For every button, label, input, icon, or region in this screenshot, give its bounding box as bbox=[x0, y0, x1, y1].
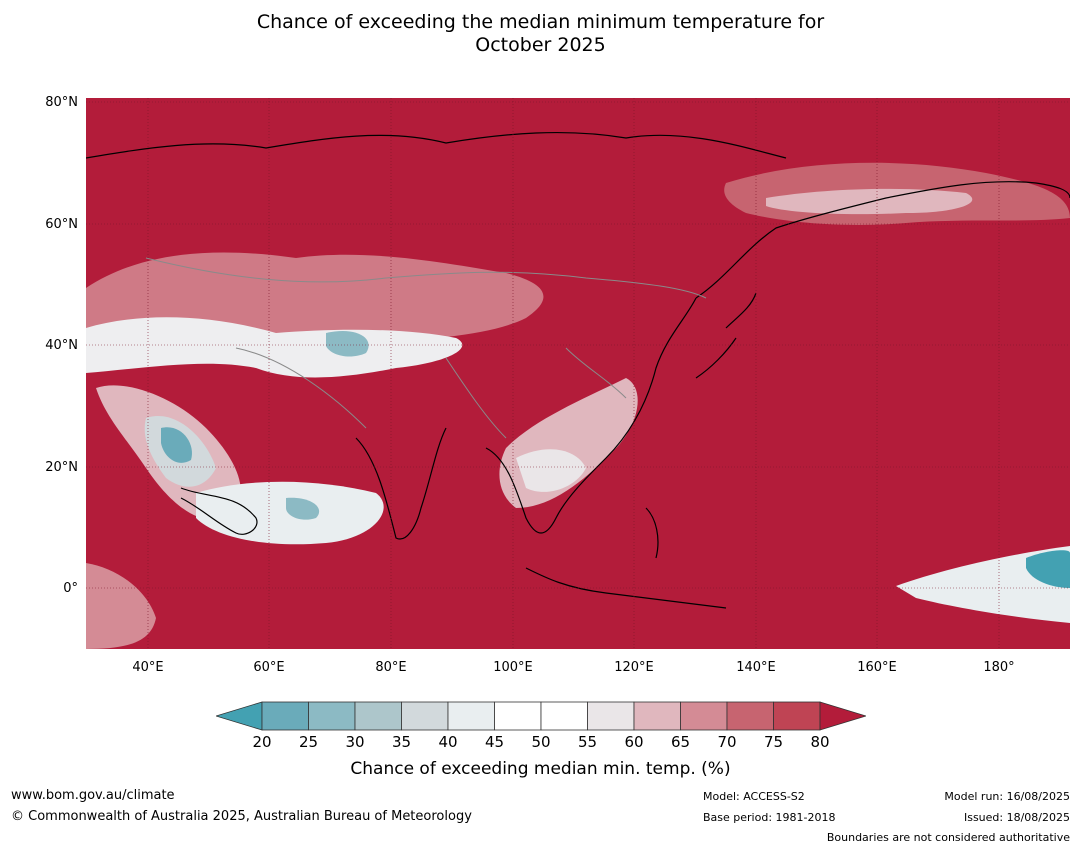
colorbar-tick-label: 45 bbox=[484, 733, 505, 751]
footer-base-period: Base period: 1981-2018 bbox=[703, 811, 836, 824]
colorbar-tick-label: 25 bbox=[298, 733, 319, 751]
se-asia-light bbox=[516, 449, 586, 492]
colorbar-tick-label: 50 bbox=[531, 733, 551, 751]
colorbar-swatch bbox=[401, 701, 449, 731]
colorbar-tick-label: 80 bbox=[810, 733, 830, 751]
colorbar-tick-label: 35 bbox=[391, 733, 412, 751]
country-boundaries bbox=[145, 257, 707, 439]
colorbar-tick-label: 75 bbox=[763, 733, 784, 751]
colorbar-swatch bbox=[261, 701, 309, 731]
colorbar-label: Chance of exceeding median min. temp. (%… bbox=[350, 759, 731, 779]
arabian-sea-blue bbox=[286, 497, 320, 520]
lon-label-60e: 60°E bbox=[253, 660, 285, 675]
colorbar-tick-label: 40 bbox=[438, 733, 458, 751]
lat-label-0: 0° bbox=[63, 581, 78, 596]
map-title-line1: Chance of exceeding the median minimum t… bbox=[256, 11, 825, 33]
lon-label-80e: 80°E bbox=[375, 660, 407, 675]
colorbar-extend-low bbox=[216, 701, 263, 731]
colorbar-tick-label: 60 bbox=[624, 733, 644, 751]
central-asia-light bbox=[86, 317, 463, 378]
probability-map bbox=[86, 98, 1070, 649]
colorbar-swatch bbox=[447, 701, 495, 731]
colorbar-tick-label: 20 bbox=[252, 733, 272, 751]
tibet-blue bbox=[326, 330, 369, 357]
colorbar bbox=[216, 701, 866, 731]
footer-copyright: © Commonwealth of Australia 2025, Austra… bbox=[11, 809, 472, 824]
colorbar-tick-label: 55 bbox=[577, 733, 598, 751]
arabia-blue bbox=[161, 427, 192, 463]
colorbar-swatch bbox=[726, 701, 774, 731]
colorbar-tick-label: 65 bbox=[670, 733, 691, 751]
colorbar-swatches bbox=[216, 701, 866, 731]
footer-issued: Issued: 18/08/2025 bbox=[963, 811, 1070, 824]
colorbar-swatch bbox=[494, 701, 542, 731]
footer-model: Model: ACCESS-S2 bbox=[703, 790, 805, 803]
colorbar-swatch bbox=[680, 701, 728, 731]
east-africa-region bbox=[86, 563, 156, 649]
pacific-blue bbox=[1026, 550, 1070, 588]
lon-label-120e: 120°E bbox=[614, 660, 654, 675]
colorbar-tick-label: 70 bbox=[717, 733, 737, 751]
lon-label-160e: 160°E bbox=[857, 660, 897, 675]
colorbar-swatch bbox=[308, 701, 356, 731]
colorbar-swatch bbox=[540, 701, 588, 731]
coastlines bbox=[86, 131, 1070, 609]
lat-label-60n: 60°N bbox=[45, 217, 78, 232]
colorbar-tick-label: 30 bbox=[345, 733, 365, 751]
map-title-line2: October 2025 bbox=[475, 34, 606, 56]
lon-label-180: 180° bbox=[983, 660, 1015, 675]
map-canvas bbox=[86, 98, 1070, 649]
colorbar-extend-high bbox=[819, 701, 866, 731]
lon-label-40e: 40°E bbox=[132, 660, 164, 675]
lat-label-40n: 40°N bbox=[45, 338, 78, 353]
lon-label-100e: 100°E bbox=[493, 660, 533, 675]
probability-contours bbox=[86, 162, 1070, 649]
gridlines bbox=[86, 98, 1070, 649]
colorbar-swatch bbox=[354, 701, 402, 731]
lat-label-80n: 80°N bbox=[45, 95, 78, 110]
footer-model-run: Model run: 16/08/2025 bbox=[944, 790, 1070, 803]
footer-boundaries: Boundaries are not considered authoritat… bbox=[826, 831, 1070, 844]
colorbar-swatch bbox=[773, 701, 821, 731]
footer-url[interactable]: www.bom.gov.au/climate bbox=[11, 788, 175, 803]
colorbar-swatch bbox=[587, 701, 635, 731]
lon-label-140e: 140°E bbox=[736, 660, 776, 675]
east-siberia-light bbox=[766, 188, 973, 215]
colorbar-swatch bbox=[633, 701, 681, 731]
lat-label-20n: 20°N bbox=[45, 460, 78, 475]
